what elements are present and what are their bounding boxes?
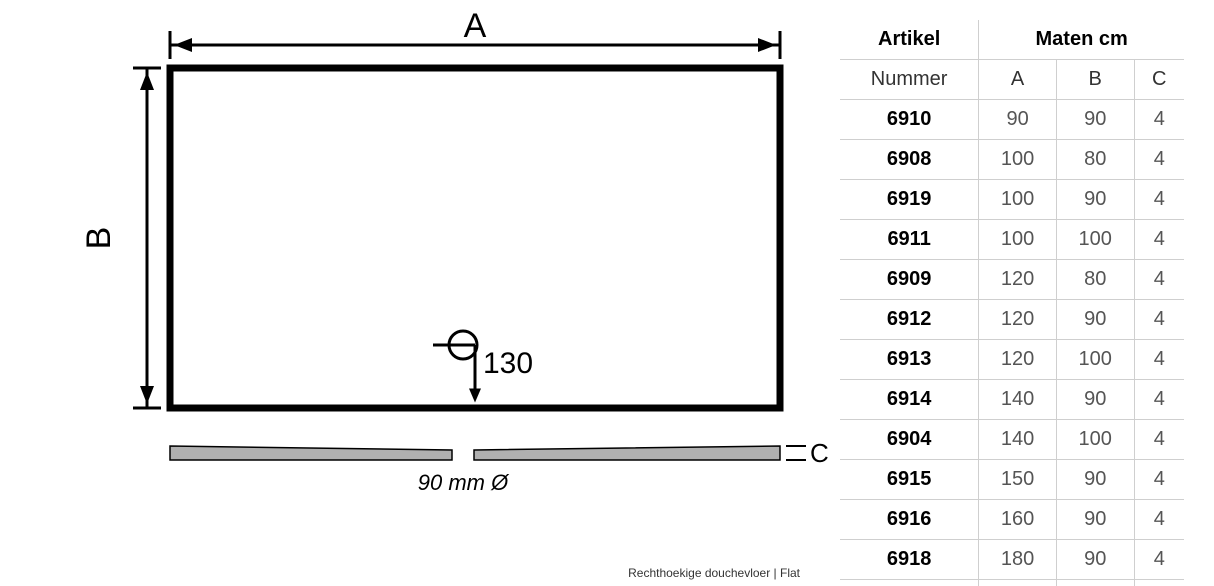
cell-nummer: 6913	[840, 340, 979, 380]
cell-c: 4	[1134, 340, 1184, 380]
svg-text:C: C	[810, 438, 829, 468]
dimensions-table-area: Artikel Maten cm Nummer A B C 6910909046…	[840, 0, 1214, 586]
cell-nummer: 6919	[840, 180, 979, 220]
cell-nummer: 6914	[840, 380, 979, 420]
cell-a: 200	[979, 580, 1057, 586]
cell-b: 100	[1056, 420, 1134, 460]
cell-c: 4	[1134, 380, 1184, 420]
cell-a: 120	[979, 340, 1057, 380]
cell-b: 90	[1056, 380, 1134, 420]
cell-nummer: 6904	[840, 420, 979, 460]
cell-a: 160	[979, 500, 1057, 540]
cell-c: 4	[1134, 420, 1184, 460]
cell-c: 4	[1134, 180, 1184, 220]
cell-b: 100	[1056, 220, 1134, 260]
th-artikel: Artikel	[840, 20, 979, 60]
cell-c: 4	[1134, 500, 1184, 540]
table-row: 691090904	[840, 100, 1184, 140]
diagram-caption: Rechthoekige douchevloer | Flat	[628, 566, 800, 580]
th-b: B	[1056, 60, 1134, 100]
table-row: 6919100904	[840, 180, 1184, 220]
cell-nummer: 6912	[840, 300, 979, 340]
cell-b: 90	[1056, 100, 1134, 140]
table-row: 69131201004	[840, 340, 1184, 380]
cell-nummer: 6916	[840, 500, 979, 540]
dimensions-table: Artikel Maten cm Nummer A B C 6910909046…	[840, 20, 1184, 586]
cell-c: 4	[1134, 260, 1184, 300]
cell-b: 90	[1056, 180, 1134, 220]
cell-a: 90	[979, 100, 1057, 140]
table-row: 6915150904	[840, 460, 1184, 500]
svg-text:B: B	[80, 227, 118, 250]
cell-a: 120	[979, 300, 1057, 340]
cell-b: 80	[1056, 140, 1134, 180]
th-a: A	[979, 60, 1057, 100]
cell-a: 140	[979, 380, 1057, 420]
cell-nummer: 6909	[840, 260, 979, 300]
table-row: 6908100804	[840, 140, 1184, 180]
cell-b: 90	[1056, 540, 1134, 580]
cell-nummer: 6910	[840, 100, 979, 140]
cell-a: 140	[979, 420, 1057, 460]
cell-b: 80	[1056, 260, 1134, 300]
table-row: 6918180904	[840, 540, 1184, 580]
th-maten: Maten cm	[979, 20, 1184, 60]
table-row: 6914140904	[840, 380, 1184, 420]
table-body: 6910909046908100804691910090469111001004…	[840, 100, 1184, 586]
cell-a: 120	[979, 260, 1057, 300]
cell-c: 4	[1134, 460, 1184, 500]
cell-a: 100	[979, 180, 1057, 220]
cell-b: 100	[1056, 580, 1134, 586]
svg-text:130: 130	[483, 347, 533, 380]
cell-c: 4	[1134, 540, 1184, 580]
diagram-svg: A B 130 C 90 mm Ø	[0, 0, 840, 560]
cell-nummer: 6918	[840, 540, 979, 580]
th-c: C	[1134, 60, 1184, 100]
table-row: 69111001004	[840, 220, 1184, 260]
cell-nummer: 6939	[840, 580, 979, 586]
table-row: 6909120804	[840, 260, 1184, 300]
cell-a: 100	[979, 140, 1057, 180]
th-nummer: Nummer	[840, 60, 979, 100]
cell-c: 4	[1134, 580, 1184, 586]
cell-nummer: 6911	[840, 220, 979, 260]
svg-text:90 mm Ø: 90 mm Ø	[418, 470, 510, 495]
table-row: 6916160904	[840, 500, 1184, 540]
cell-c: 4	[1134, 140, 1184, 180]
cell-c: 4	[1134, 100, 1184, 140]
cell-b: 100	[1056, 340, 1134, 380]
table-row: 69392001004	[840, 580, 1184, 586]
cell-c: 4	[1134, 300, 1184, 340]
table-row: 6912120904	[840, 300, 1184, 340]
cell-b: 90	[1056, 500, 1134, 540]
cell-b: 90	[1056, 300, 1134, 340]
technical-diagram: A B 130 C 90 mm Ø Rechthoekige douchevloer |…	[0, 0, 840, 586]
cell-a: 100	[979, 220, 1057, 260]
cell-c: 4	[1134, 220, 1184, 260]
cell-a: 180	[979, 540, 1057, 580]
cell-nummer: 6908	[840, 140, 979, 180]
cell-b: 90	[1056, 460, 1134, 500]
cell-nummer: 6915	[840, 460, 979, 500]
table-row: 69041401004	[840, 420, 1184, 460]
svg-text:A: A	[464, 7, 487, 45]
cell-a: 150	[979, 460, 1057, 500]
